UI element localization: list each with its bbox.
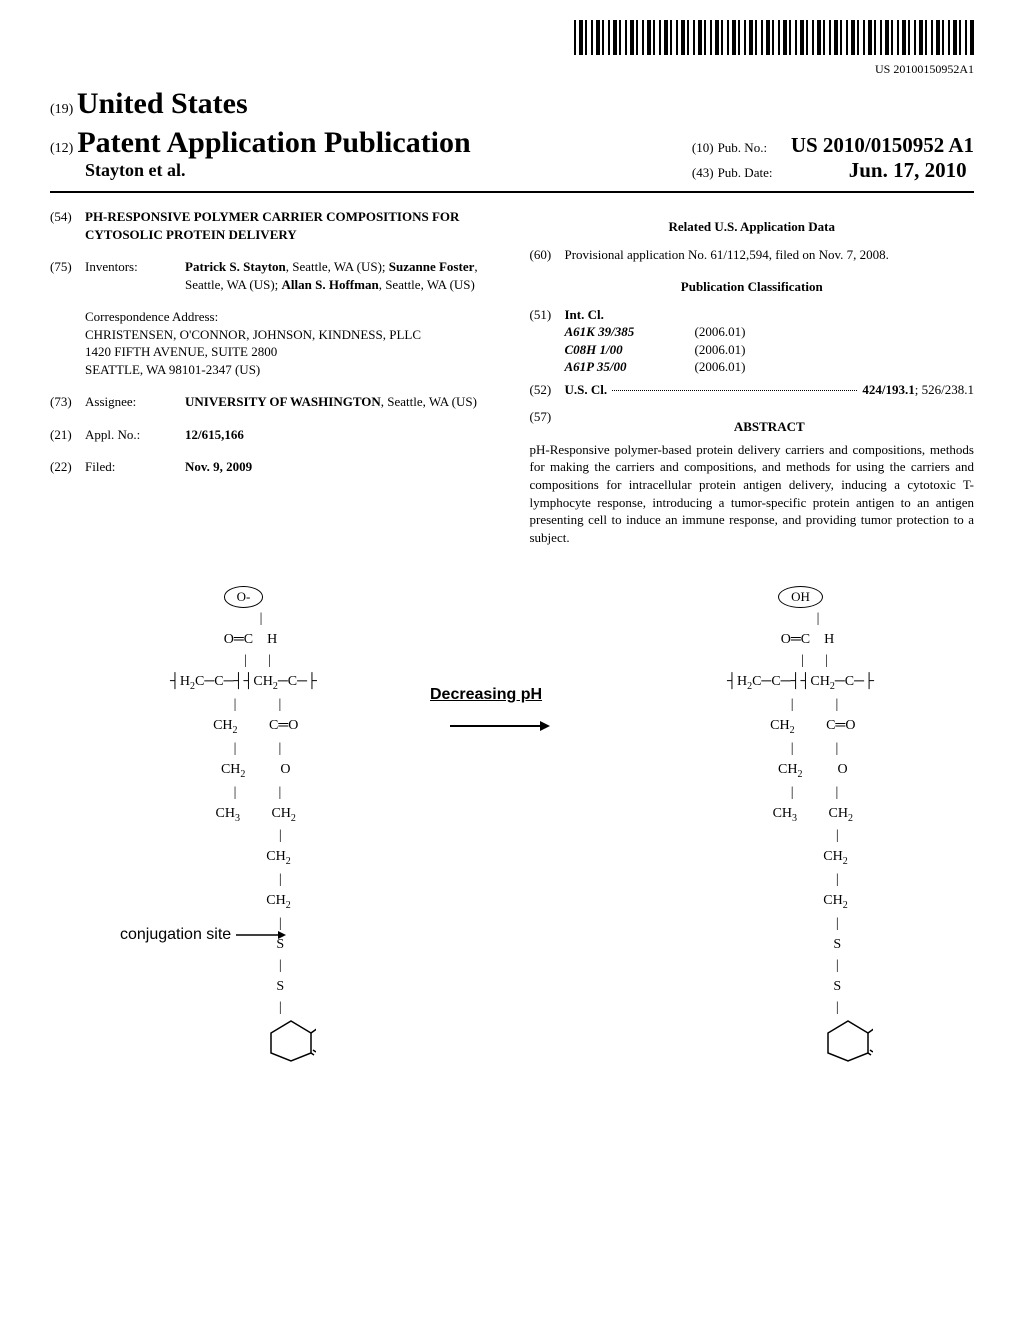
appl-no: 12/615,166 <box>185 426 244 444</box>
int-cl-year: (2006.01) <box>695 358 746 376</box>
assignee-name: UNIVERSITY OF WASHINGTON <box>185 394 381 409</box>
abstract-num: (57) <box>530 408 565 441</box>
provisional-text: Provisional application No. 61/112,594, … <box>565 246 889 264</box>
chem-structure: | O═C H | | ┤H2C─C─┤┤CH2─C─├ | | CH2 C═O… <box>170 608 317 1018</box>
int-cl-code: A61K 39/385 <box>565 323 695 341</box>
assignee-value: UNIVERSITY OF WASHINGTON, Seattle, WA (U… <box>185 393 477 411</box>
assignee-label: Assignee: <box>85 393 185 411</box>
chemical-structure-right: OH | O═C H | | ┤H2C─C─┤┤CH2─C─├ | | CH2 … <box>727 586 874 1068</box>
us-cl-value: 424/193.1 <box>862 381 914 399</box>
int-cl-year: (2006.01) <box>695 323 746 341</box>
classification-heading: Publication Classification <box>530 278 975 296</box>
appl-no-num: (21) <box>50 426 85 444</box>
abstract-text: pH-Responsive polymer-based protein deli… <box>530 441 975 546</box>
pub-type: Patent Application Publication <box>77 126 470 159</box>
title-num: (54) <box>50 208 85 243</box>
left-column: (54) PH-RESPONSIVE POLYMER CARRIER COMPO… <box>50 208 495 546</box>
filed-num: (22) <box>50 458 85 476</box>
inventor-name: Suzanne Foster <box>389 259 475 274</box>
dots-leader <box>612 390 857 391</box>
us-cl-num: (52) <box>530 381 565 399</box>
pub-no: US 2010/0150952 A1 <box>791 133 974 157</box>
authority-num: (19) <box>50 102 73 117</box>
pub-type-num: (12) <box>50 141 73 156</box>
conjugation-site-label: conjugation site <box>120 926 286 944</box>
pub-no-num: (10) <box>692 140 714 155</box>
filed-date: Nov. 9, 2009 <box>185 458 252 476</box>
authors: Stayton et al. <box>85 160 186 180</box>
arrow-right-small-icon <box>236 926 286 943</box>
related-heading: Related U.S. Application Data <box>530 218 975 236</box>
inventors-num: (75) <box>50 258 85 293</box>
chemical-figure: O- | O═C H | | ┤H2C─C─┤┤CH2─C─├ | | CH2 … <box>50 586 974 1066</box>
abstract-heading: ABSTRACT <box>565 418 975 436</box>
hexagon-icon: N <box>266 1018 316 1063</box>
pub-date-num: (43) <box>692 165 714 180</box>
appl-no-label: Appl. No.: <box>85 426 185 444</box>
inventors-list: Patrick S. Stayton, Seattle, WA (US); Su… <box>185 258 495 293</box>
chem-structure: | O═C H | | ┤H2C─C─┤┤CH2─C─├ | | CH2 C═O… <box>727 608 874 1018</box>
pub-date: Jun. 17, 2010 <box>849 158 967 182</box>
barcode-area: US 20100150952A1 <box>50 20 974 77</box>
pub-date-label: Pub. Date: <box>718 165 773 180</box>
decreasing-ph-label: Decreasing pH <box>430 686 542 704</box>
inventor-name: Patrick S. Stayton <box>185 259 286 274</box>
int-cl-year: (2006.01) <box>695 341 746 359</box>
filed-label: Filed: <box>85 458 185 476</box>
correspondence-label: Correspondence Address: <box>85 308 495 326</box>
chemical-structure-left: O- | O═C H | | ┤H2C─C─┤┤CH2─C─├ | | CH2 … <box>170 586 317 1068</box>
pub-no-label: Pub. No.: <box>718 140 767 155</box>
inventor-name: Allan S. Hoffman <box>282 277 379 292</box>
hexagon-icon: N <box>823 1018 873 1063</box>
invention-title: PH-RESPONSIVE POLYMER CARRIER COMPOSITIO… <box>85 208 495 243</box>
left-oval: O- <box>224 586 264 608</box>
barcode-number: US 20100150952A1 <box>50 62 974 77</box>
provisional-num: (60) <box>530 246 565 264</box>
int-cl-list: A61K 39/385(2006.01) C08H 1/00(2006.01) … <box>565 323 975 376</box>
correspondence-address: CHRISTENSEN, O'CONNOR, JOHNSON, KINDNESS… <box>85 326 495 379</box>
header: (19) United States (12) Patent Applicati… <box>50 87 974 183</box>
barcode-image <box>574 20 974 55</box>
main-content: (54) PH-RESPONSIVE POLYMER CARRIER COMPO… <box>50 208 974 546</box>
inventors-label: Inventors: <box>85 258 185 293</box>
divider <box>50 191 974 193</box>
us-cl-label: U.S. Cl. <box>565 381 608 399</box>
int-cl-label: Int. Cl. <box>565 306 604 324</box>
right-column: Related U.S. Application Data (60) Provi… <box>530 208 975 546</box>
us-cl-value2: ; 526/238.1 <box>915 381 974 399</box>
authority-name: United States <box>77 87 248 120</box>
int-cl-code: C08H 1/00 <box>565 341 695 359</box>
correspondence: Correspondence Address: CHRISTENSEN, O'C… <box>85 308 495 378</box>
int-cl-code: A61P 35/00 <box>565 358 695 376</box>
assignee-num: (73) <box>50 393 85 411</box>
right-oval: OH <box>778 586 823 608</box>
int-cl-num: (51) <box>530 306 565 324</box>
arrow-right-icon <box>450 716 550 742</box>
